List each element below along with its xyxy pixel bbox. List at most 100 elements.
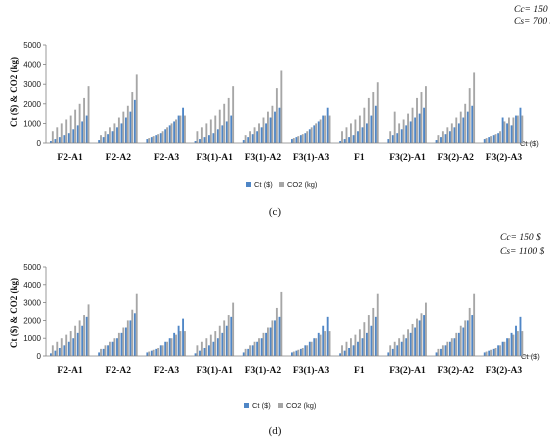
bar-ct [361,127,364,143]
y-tick-label: 5000 [23,41,41,50]
bar-group [194,302,235,356]
legend: Ct ($) CO2 (kg) [244,401,317,410]
bar-ct [98,352,101,356]
y-tick-label: 5000 [23,263,41,272]
bar-co2 [56,341,59,356]
bar-co2 [398,338,401,356]
bar-ct [182,318,185,356]
bar-co2 [135,74,138,143]
bar-co2 [301,134,304,143]
bar-ct [322,115,325,143]
bar-ct [348,137,351,143]
bar-co2 [161,345,164,356]
bar-ct [501,341,504,356]
bar-ct [256,131,259,143]
bar-co2 [416,318,418,356]
bar-group [291,107,331,143]
bar-ct [414,117,417,143]
bar-co2 [468,88,471,143]
bar-ct [291,139,293,143]
bar-ct [216,338,219,356]
bar-ct [295,137,298,143]
bar-co2 [393,111,396,143]
bar-co2 [218,325,221,356]
cost-cc-label: Cc= 150 $ [514,4,550,15]
bar-co2 [258,338,260,356]
bar-co2 [184,331,186,356]
bar-ct [462,117,465,143]
bar-ct [256,341,259,356]
bar-co2 [455,332,458,356]
bar-co2 [131,92,134,143]
y-axis-title: Ct ($) & CO2 (kg) [9,57,19,127]
bar-co2 [420,313,423,356]
bar-co2 [122,111,125,143]
bar-ct [242,352,245,356]
bar-co2 [113,338,116,356]
bar-ct [374,316,377,356]
bar-ct [81,325,84,356]
bar-group [194,86,235,143]
bar-ct [194,353,197,356]
bar-ct [173,332,176,356]
bar-ct [173,121,176,143]
bar-co2 [425,302,427,356]
bar-co2 [310,341,313,356]
bar-ct [440,348,442,356]
bar-ct [67,133,70,143]
bar-ct [125,117,127,143]
bar-group [98,74,138,143]
bar-ct [125,327,127,356]
bar-ct [444,345,447,356]
bar-ct [63,345,66,356]
bar-ct [54,350,57,356]
bar-co2 [437,348,440,356]
bar-ct [150,350,153,356]
bar-co2 [104,131,107,143]
bar-co2 [389,131,392,143]
bar-co2 [280,291,283,356]
bar-co2 [490,136,493,143]
bar-co2 [315,123,318,143]
bar-ct [85,316,88,356]
bar-co2 [521,331,524,356]
bar-co2 [464,320,467,356]
bar-co2 [367,315,370,356]
bar-ct [278,107,281,143]
bar-co2 [87,86,90,143]
bar-ct [265,332,268,356]
bar-ct [155,348,158,356]
bar-ct [444,134,447,143]
bar-ct [295,350,298,356]
bar-co2 [292,138,295,143]
bar-co2 [328,331,331,356]
group-label: F2-A1 [57,366,83,376]
bar-co2 [87,304,90,356]
bar-ct [208,135,210,143]
bar-co2 [402,334,405,356]
bar-group [98,293,138,356]
bar-ct [343,350,346,356]
bar-co2 [485,351,488,356]
bar-ct [107,345,110,356]
bar-ct [501,117,504,143]
bar-ct [203,347,206,356]
bar-co2 [441,345,444,356]
bar-co2 [131,309,134,356]
group-label: F3(2)-A3 [486,365,523,376]
cost-cs-label: Cs= 700 $ [514,16,550,27]
bar-co2 [100,348,102,356]
bar-co2 [494,347,497,356]
bar-ct [76,125,79,143]
bar-co2 [363,107,366,143]
bar-ct [67,341,70,356]
bar-ct [435,140,438,143]
group-label: F2-A1 [57,153,83,163]
bar-ct [313,125,316,143]
bar-co2 [126,320,129,356]
bar-co2 [253,127,256,143]
bar-ct [102,137,105,143]
bar-co2 [503,121,506,143]
chart-panel-d: Cc= 150 $ Cs= 1100 $ Ct ($) & CO2 (kg) C… [9,232,544,437]
bar-ct [515,325,517,356]
